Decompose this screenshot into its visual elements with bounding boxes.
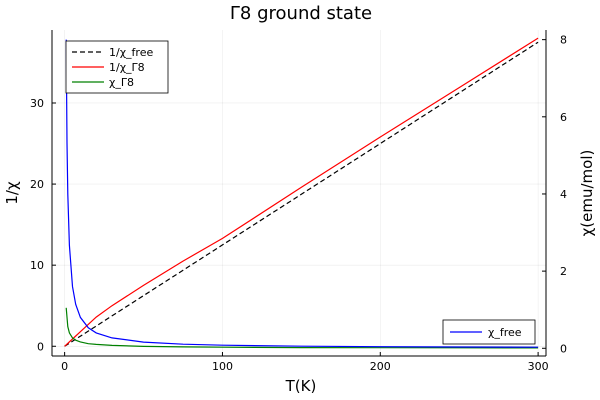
y-left-tick-label-3: 30 [30,97,44,110]
axes [51,30,547,357]
x-tick-label-0: 0 [61,360,68,373]
series-layer [64,37,539,349]
y-axis-left-label: 1/χ [3,181,21,205]
series-line--free-3 [65,39,539,348]
chart-title: Γ8 ground state [230,3,372,24]
y-right-tick-label-1: 2 [560,265,567,278]
legend-left-label-0: 1/χ_free [109,46,153,59]
y-right-tick-label-3: 6 [560,111,567,124]
x-axis-label: T(K) [285,377,317,395]
y-left-tick-label-0: 0 [37,340,44,353]
legend-right-label-0: χ_free [488,326,522,339]
series-line-1-8-1 [64,37,539,347]
x-tick-label-3: 300 [528,360,549,373]
y-left-tick-label-2: 20 [30,178,44,191]
legend-left-label-1: 1/χ_Γ8 [109,61,145,74]
legend-left: 1/χ_free 1/χ_Γ8 χ_Γ8 [65,40,169,94]
legend-left-label-2: χ_Γ8 [109,76,134,89]
y-left-tick-label-1: 10 [30,259,44,272]
x-tick-label-2: 200 [370,360,391,373]
x-tick-label-1: 100 [212,360,233,373]
legend-right: χ_free [442,319,536,345]
y-axis-right-label: χ(emu/mol) [578,150,596,237]
y-right-tick-label-2: 4 [560,188,567,201]
y-right-tick-label-4: 8 [560,34,567,47]
y-right-tick-label-0: 0 [560,342,567,355]
series-line--8-2 [65,307,539,349]
